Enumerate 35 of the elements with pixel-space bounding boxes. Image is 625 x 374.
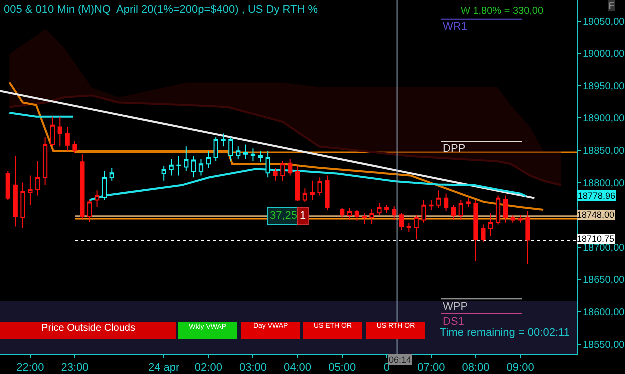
annotation: 37,25 [270,210,298,222]
category-label: Price Outside Clouds [42,323,136,334]
y-tick-label: 18550,00 [583,340,625,351]
chart-title: 005 & 010 Min (M)NQ April 20(1%=200p=$400) , US Dy RTH % [4,4,318,16]
x-tick-label: 03:00 [239,362,267,374]
x-tick-label: 02:00 [194,362,222,374]
y-tick-label: 18700,00 [583,242,625,254]
annotation: 1 [300,210,306,222]
y-tick-label: 18950,00 [583,81,625,92]
text: 18778,96 [578,191,616,201]
ref-line-label: DPP [443,143,466,155]
ref-line-label: WR1 [443,21,468,33]
y-tick-label: 18900,00 [583,114,625,125]
y-tick-label: 19000,00 [583,49,625,60]
y-tick-label: 19050,00 [583,16,625,28]
ref-line-label: WPP [443,301,468,313]
text: F [609,1,615,11]
annotation: 18710,75 [577,234,615,244]
x-tick-label: 24 apr [148,362,180,374]
annotation: W 1,80% = 330,00 [461,6,544,17]
x-tick-label: 23:00 [61,362,89,374]
x-tick-label: 07:00 [418,362,446,374]
ref-line-label: DS1 [443,316,464,328]
x-tick-label: 22:00 [16,362,44,374]
x-tick-label: 04:00 [284,362,312,374]
x-tick-label: 05:00 [328,362,356,374]
x-tick-label: 08:00 [462,362,490,374]
ref-line-label: 06:14 [389,355,412,365]
annotation: Time remaining = 00:02:11 [440,327,570,339]
y-tick-label: 18650,00 [583,275,625,286]
y-tick-label: 18850,00 [583,146,625,158]
x-tick-label: 09:00 [506,362,534,374]
y-tick-label: 18800,00 [583,178,625,190]
annotation: 18748,00 [577,210,615,220]
y-tick-label: 18600,00 [583,308,625,319]
